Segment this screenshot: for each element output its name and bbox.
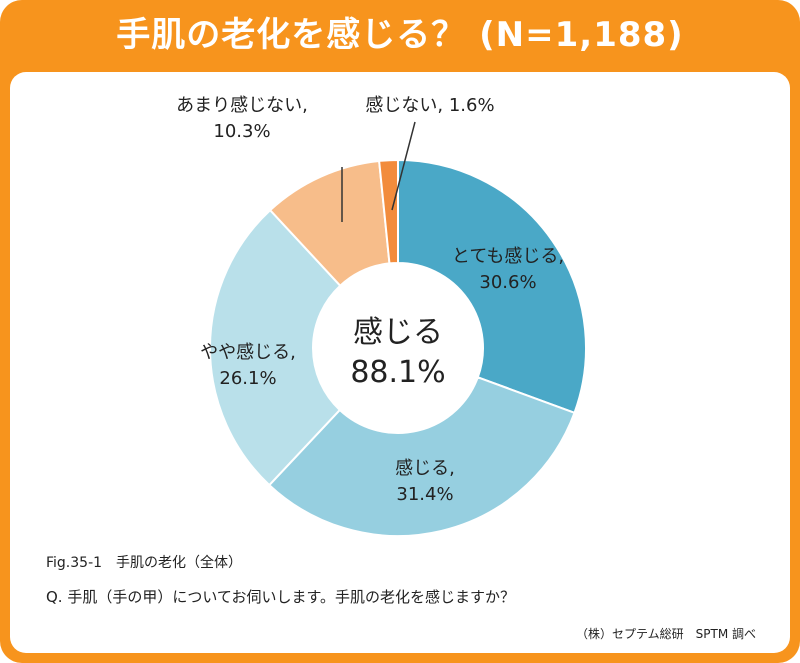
slice-label-0: とても感じる, [452,246,564,267]
slice-value-1: 31.4% [396,484,453,505]
slice-label-4: 感じない, 1.6% [365,95,494,116]
center-value: 88.1% [350,355,445,390]
slice-label-1: 感じる, [395,458,455,479]
slice-value-0: 30.6% [479,272,536,293]
slice-value-2: 26.1% [219,368,276,389]
source-credit: （株）セプテム総研 SPTM 調べ [576,627,756,641]
slice-label-3: あまり感じない, [176,95,308,116]
chart-title: 手肌の老化を感じる？ (N=1,188) [116,15,684,55]
donut-hole [313,263,483,433]
slice-label-2: やや感じる, [200,342,296,363]
figure-caption: Fig.35-1 手肌の老化（全体） [46,555,243,571]
leader-line-4 [391,121,416,211]
center-label: 感じる [353,315,443,350]
slice-value-3: 10.3% [213,121,270,142]
survey-question: Q. 手肌（手の甲）についてお伺いします。手肌の老化を感じますか？ [46,588,515,606]
